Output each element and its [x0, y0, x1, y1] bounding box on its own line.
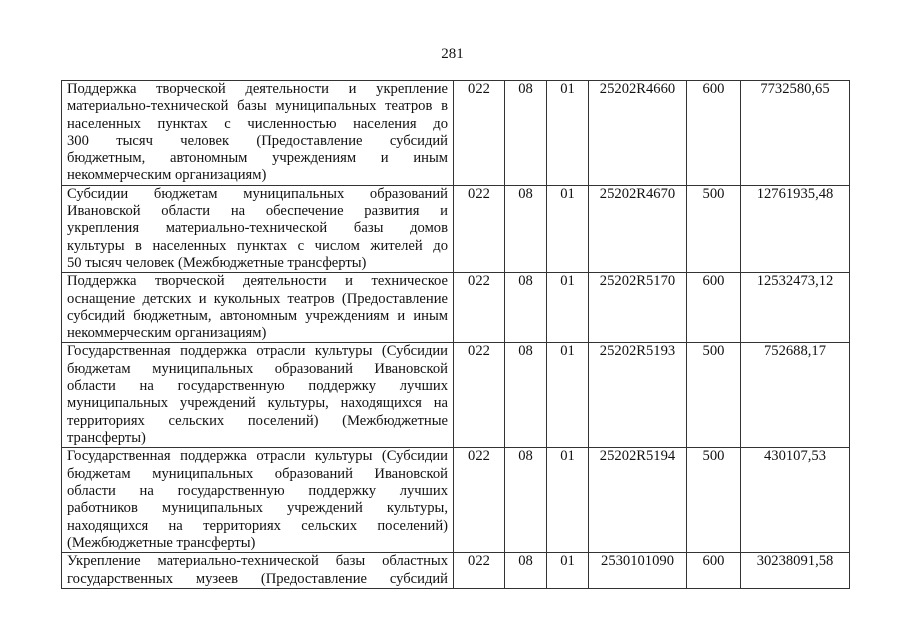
description-line: Субсидии бюджетам муниципальных образова…	[67, 185, 448, 202]
cell-sum: 430107,53	[740, 447, 850, 554]
description-line: некоммерческим организациям)	[67, 167, 267, 184]
description-line: трансферты)	[67, 429, 146, 446]
description-line: области на государственную поддержку луч…	[67, 378, 448, 395]
cell-ved: 022	[453, 552, 505, 589]
description-line: государственных музеев (Предоставление с…	[67, 570, 448, 587]
cell-vr: 600	[686, 80, 741, 186]
cell-rz: 08	[504, 552, 547, 589]
cell-vr: 500	[686, 184, 741, 274]
row-description: Субсидии бюджетам муниципальных образова…	[61, 184, 454, 274]
description-line: укрепления материально-технической базы …	[67, 220, 448, 237]
description-line: 300 тысяч человек (Предоставление субсид…	[67, 132, 448, 149]
table-row: Государственная поддержка отрасли культу…	[61, 342, 850, 449]
description-line: материально-технической базы муниципальн…	[67, 98, 448, 115]
cell-pr: 01	[546, 342, 589, 449]
cell-vr: 500	[686, 447, 741, 554]
row-description: Поддержка творческой деятельности и укре…	[61, 80, 454, 186]
budget-table: Поддержка творческой деятельности и укре…	[61, 80, 850, 589]
description-line: муниципальных учреждений культуры, наход…	[67, 395, 448, 412]
cell-ved: 022	[453, 272, 505, 344]
description-line: работников муниципальных учреждений куль…	[67, 500, 448, 517]
cell-csr: 25202R5170	[588, 272, 687, 344]
description-line: культуры в населенных пунктах с числом ж…	[67, 237, 448, 254]
table-row: Поддержка творческой деятельности и техн…	[61, 272, 850, 344]
description-line: территориях сельских поселений) (Межбюдж…	[67, 412, 448, 429]
description-line: (Межбюджетные трансферты)	[67, 534, 256, 551]
table-row: Поддержка творческой деятельности и укре…	[61, 80, 850, 186]
description-line: Укрепление материально-технической базы …	[67, 553, 448, 570]
description-line: некоммерческим организациям)	[67, 325, 267, 342]
cell-pr: 01	[546, 447, 589, 554]
cell-csr: 2530101090	[588, 552, 687, 589]
description-line: Государственная поддержка отрасли культу…	[67, 448, 448, 465]
description-line: бюджетам муниципальных образований Ивано…	[67, 465, 448, 482]
page-number: 281	[441, 46, 464, 62]
cell-ved: 022	[453, 80, 505, 186]
cell-vr: 500	[686, 342, 741, 449]
cell-pr: 01	[546, 80, 589, 186]
row-description: Поддержка творческой деятельности и техн…	[61, 272, 454, 344]
cell-sum: 30238091,58	[740, 552, 850, 589]
cell-csr: 25202R5194	[588, 447, 687, 554]
cell-sum: 12532473,12	[740, 272, 850, 344]
description-line: бюджетным, автономным учреждениям и иным	[67, 150, 448, 167]
cell-sum: 12761935,48	[740, 184, 850, 274]
description-line: субсидий бюджетным, автономным учреждени…	[67, 307, 448, 324]
cell-vr: 600	[686, 272, 741, 344]
row-description: Укрепление материально-технической базы …	[61, 552, 454, 589]
description-line: Поддержка творческой деятельности и укре…	[67, 81, 448, 97]
description-line: населенных пунктах с численностью населе…	[67, 115, 448, 132]
description-line: 50 тысяч человек (Межбюджетные трансферт…	[67, 254, 367, 271]
description-line: Поддержка творческой деятельности и техн…	[67, 273, 448, 290]
cell-rz: 08	[504, 272, 547, 344]
cell-pr: 01	[546, 552, 589, 589]
row-description: Государственная поддержка отрасли культу…	[61, 342, 454, 449]
cell-ved: 022	[453, 342, 505, 449]
cell-ved: 022	[453, 184, 505, 274]
cell-rz: 08	[504, 447, 547, 554]
description-line: бюджетам муниципальных образований Ивано…	[67, 360, 448, 377]
cell-pr: 01	[546, 184, 589, 274]
cell-rz: 08	[504, 80, 547, 186]
cell-sum: 752688,17	[740, 342, 850, 449]
table-row: Государственная поддержка отрасли культу…	[61, 447, 850, 554]
description-line: Ивановской области на обеспечение развит…	[67, 203, 448, 220]
cell-csr: 25202R4660	[588, 80, 687, 186]
cell-ved: 022	[453, 447, 505, 554]
table-row: Субсидии бюджетам муниципальных образова…	[61, 184, 850, 274]
description-line: области на государственную поддержку луч…	[67, 483, 448, 500]
cell-rz: 08	[504, 342, 547, 449]
cell-csr: 25202R5193	[588, 342, 687, 449]
description-line: находящихся на территориях сельских посе…	[67, 517, 448, 534]
row-description: Государственная поддержка отрасли культу…	[61, 447, 454, 554]
cell-rz: 08	[504, 184, 547, 274]
description-line: оснащение детских и кукольных театров (П…	[67, 290, 448, 307]
cell-csr: 25202R4670	[588, 184, 687, 274]
description-line: Государственная поддержка отрасли культу…	[67, 343, 448, 360]
cell-pr: 01	[546, 272, 589, 344]
table-row: Укрепление материально-технической базы …	[61, 552, 850, 589]
cell-vr: 600	[686, 552, 741, 589]
cell-sum: 7732580,65	[740, 80, 850, 186]
